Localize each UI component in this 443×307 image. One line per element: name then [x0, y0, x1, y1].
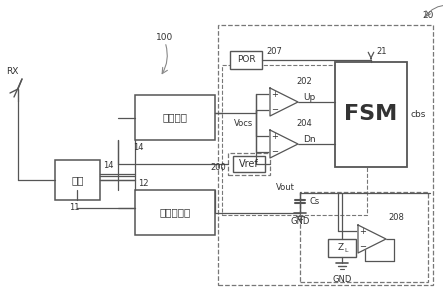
Bar: [300, 192, 428, 282]
Text: 感测电路: 感测电路: [163, 112, 187, 122]
Text: RX: RX: [6, 67, 18, 76]
Text: POR: POR: [237, 56, 255, 64]
Text: −: −: [272, 147, 279, 156]
Polygon shape: [270, 130, 298, 158]
Polygon shape: [358, 225, 386, 253]
Text: 20: 20: [422, 11, 434, 21]
Text: Z: Z: [338, 243, 344, 251]
Polygon shape: [270, 88, 298, 116]
Bar: [278, 141, 287, 147]
Text: +: +: [272, 90, 279, 99]
Text: Dn: Dn: [303, 135, 315, 145]
Text: −: −: [360, 242, 366, 251]
Text: Up: Up: [303, 94, 315, 103]
Bar: [222, 65, 367, 215]
Bar: [218, 25, 433, 285]
Text: Vout: Vout: [276, 184, 295, 192]
Bar: [278, 99, 287, 105]
Text: 100: 100: [156, 33, 174, 41]
Text: L: L: [344, 248, 348, 254]
Text: 匹配: 匹配: [71, 175, 84, 185]
Text: cbs: cbs: [411, 110, 426, 119]
Text: −: −: [272, 105, 279, 114]
Text: 208: 208: [388, 212, 404, 221]
Bar: [55, 160, 100, 200]
Text: GND: GND: [332, 274, 352, 283]
Text: 11: 11: [69, 204, 80, 212]
Text: 14: 14: [103, 161, 113, 169]
Text: 12: 12: [138, 178, 148, 188]
Text: 204: 204: [296, 119, 312, 127]
Bar: [233, 156, 265, 172]
Text: Vref: Vref: [239, 159, 259, 169]
Text: 14: 14: [133, 143, 143, 153]
Text: FSM: FSM: [344, 104, 398, 125]
Text: 21: 21: [376, 48, 386, 56]
Text: +: +: [360, 227, 366, 236]
Bar: [135, 190, 215, 235]
Text: 207: 207: [266, 48, 282, 56]
Text: 200: 200: [210, 162, 226, 172]
Text: 功率转换器: 功率转换器: [159, 208, 190, 217]
Text: Cs: Cs: [310, 196, 320, 205]
Text: GND: GND: [290, 217, 310, 227]
Text: Vocs: Vocs: [234, 119, 253, 127]
Bar: [135, 95, 215, 140]
Bar: [230, 51, 262, 69]
Bar: [328, 239, 356, 257]
Bar: [366, 236, 375, 242]
Bar: [335, 62, 407, 167]
Text: +: +: [272, 132, 279, 141]
Text: 202: 202: [296, 76, 312, 86]
Bar: [228, 153, 270, 175]
